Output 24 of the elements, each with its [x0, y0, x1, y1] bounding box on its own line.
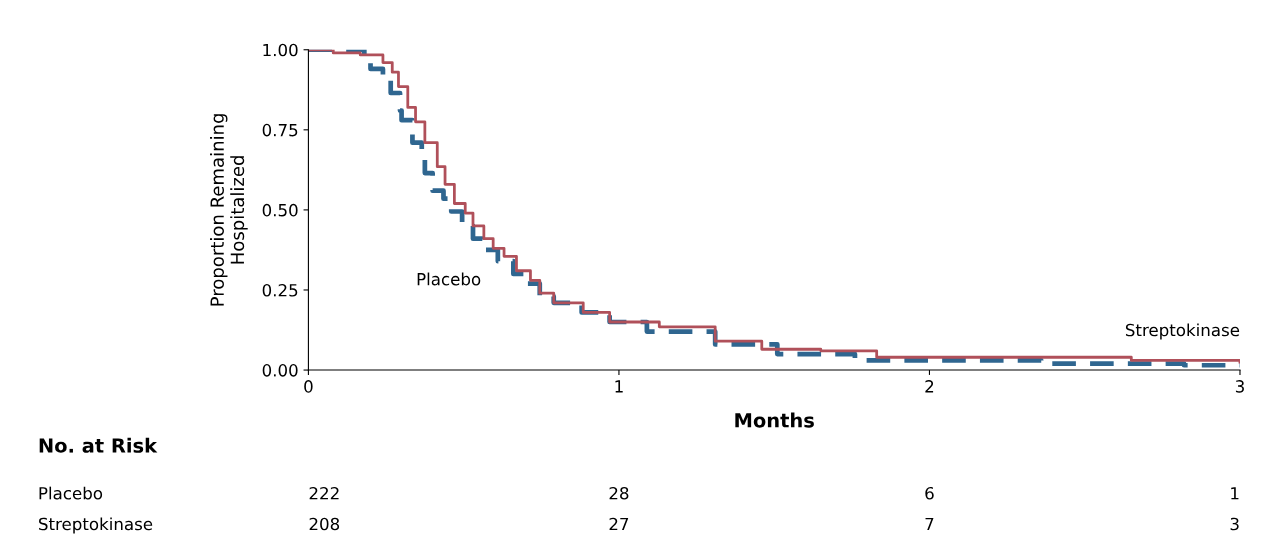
- text: 7: [925, 517, 934, 531]
- y-axis-title: Proportion Remaining Hospitalized: [210, 114, 248, 306]
- y-tick-label: 0.75: [262, 123, 298, 137]
- series-label: Streptokinase: [1125, 323, 1240, 340]
- text: 6: [925, 486, 934, 500]
- y-tick-label: 0.00: [262, 364, 298, 377]
- text: 208: [309, 517, 340, 531]
- series-label: Placebo: [417, 272, 481, 286]
- text: Placebo: [39, 486, 103, 500]
- y-tick-label: 1.00: [263, 43, 298, 57]
- text: 27: [609, 517, 629, 531]
- text: 1: [1231, 487, 1239, 500]
- text: No. at Risk: [39, 437, 158, 453]
- x-tick-label: 1: [615, 380, 623, 393]
- x-axis-title: Months: [735, 412, 814, 428]
- y-tick-label: 0.50: [262, 203, 298, 217]
- text: 222: [309, 486, 339, 500]
- x-tick-label: 0: [304, 380, 313, 393]
- x-tick-label: 3: [1235, 380, 1244, 393]
- text: Streptokinase: [39, 517, 153, 534]
- x-tick-label: 2: [925, 380, 934, 393]
- y-tick-label: 0.25: [262, 283, 298, 297]
- text: 3: [1230, 517, 1239, 531]
- text: 28: [609, 486, 629, 500]
